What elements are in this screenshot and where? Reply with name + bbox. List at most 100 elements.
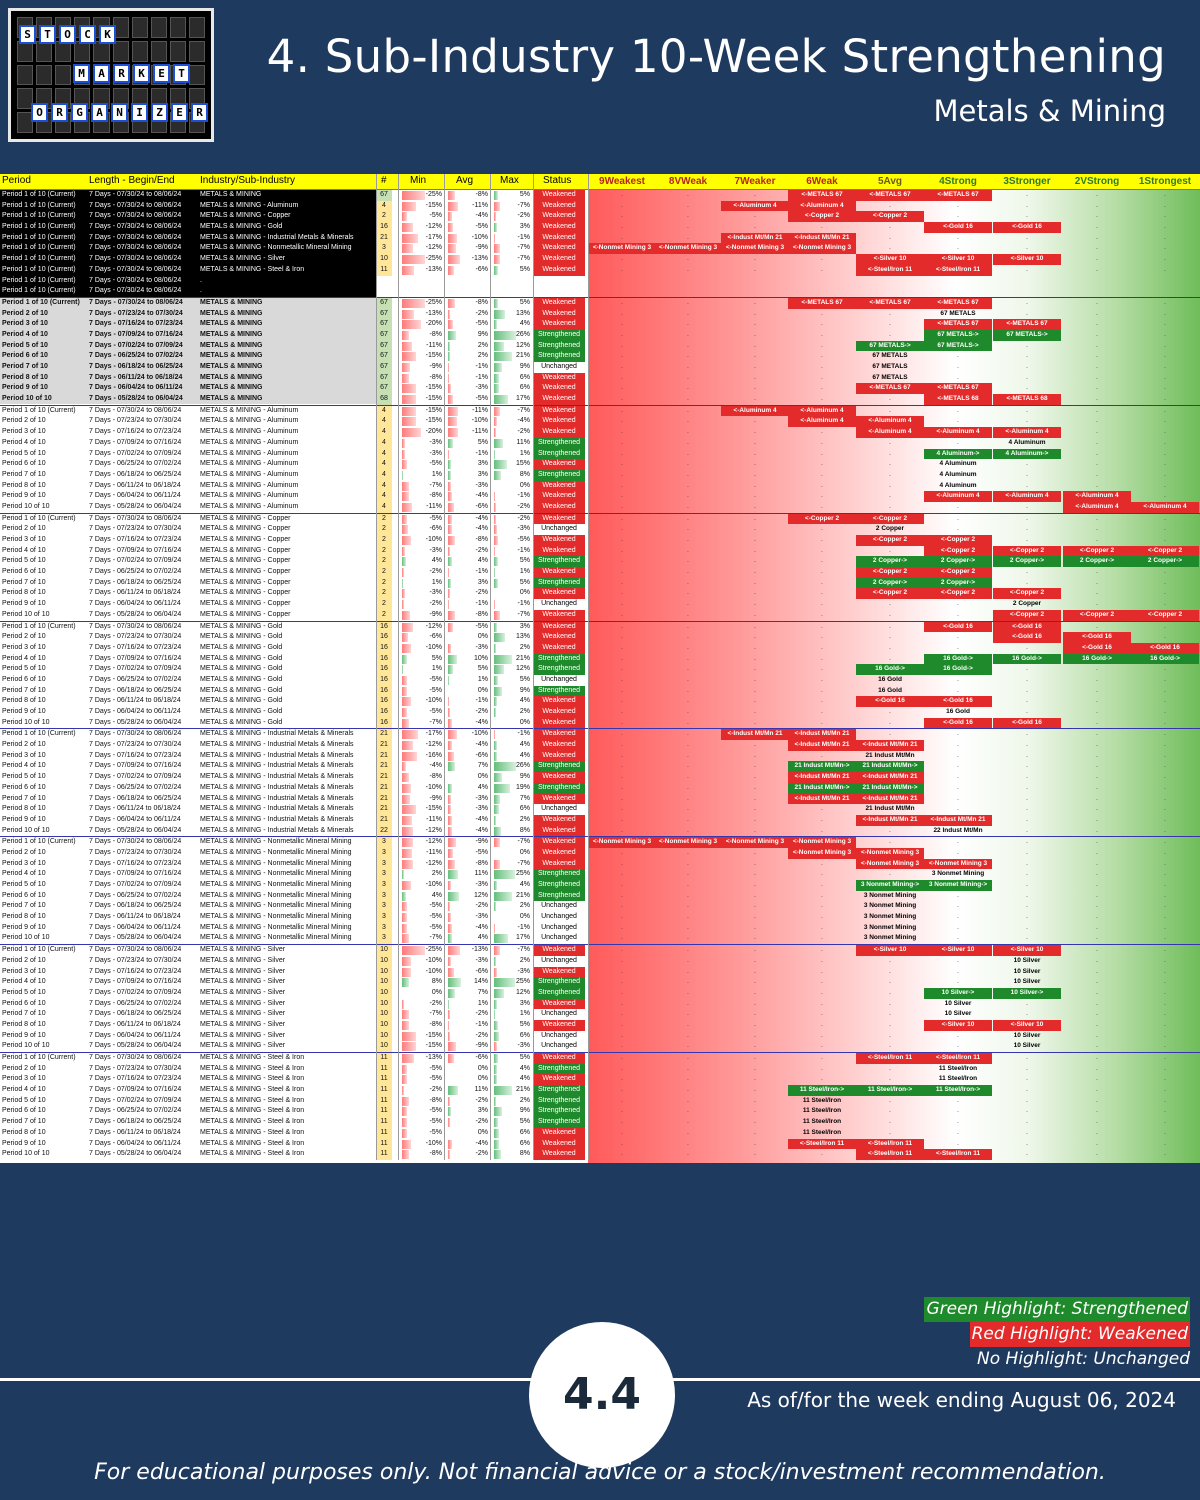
empty-cell-marker: .	[889, 438, 891, 446]
logo-cell	[17, 88, 34, 110]
max-cell: 0%	[519, 589, 530, 597]
grade-rung: 11 Steel/Iron	[938, 1075, 978, 1083]
grade-rung: <-Indust Mt/Mn 21	[721, 232, 789, 244]
empty-cell-marker: .	[1164, 481, 1166, 489]
min-cell: -25%	[425, 946, 442, 954]
empty-cell-marker: .	[754, 633, 756, 641]
grade-rung: <-Nonmet Mining 3	[588, 243, 656, 255]
length-cell: 7 Days - 07/23/24 to 07/30/24	[89, 848, 182, 856]
max-cell: -1%	[517, 730, 530, 738]
empty-cell-marker: .	[621, 536, 623, 543]
disclaimer: For educational purposes only. Not finan…	[94, 1460, 1106, 1485]
grade-rung: 21 Indust Mt/Mn	[865, 805, 915, 813]
grade-rung: 4 Aluminum->	[924, 448, 992, 460]
max-cell: 15%	[515, 460, 530, 468]
min-cell: -9%	[429, 794, 442, 802]
empty-cell-marker: .	[1026, 805, 1028, 813]
table-row: Period 10 of 10 7 Days - 05/28/24 to 06/0…	[0, 394, 1200, 405]
empty-cell-marker: .	[754, 330, 756, 338]
count-cell: 11	[376, 264, 392, 276]
data-bar	[402, 923, 407, 933]
empty-cell-marker: .	[687, 988, 689, 996]
empty-cell-marker: .	[889, 481, 891, 489]
avg-cell: 0%	[477, 686, 488, 694]
industry-cell: METALS & MINING - Copper	[200, 546, 291, 554]
period-cell: Period 1 of 10 (Current)	[2, 622, 76, 630]
length-cell: 7 Days - 06/11/24 to 06/18/24	[89, 589, 181, 597]
count-cell: 11	[376, 1095, 392, 1107]
avg-cell: -13%	[471, 946, 488, 954]
empty-cell-marker: .	[1026, 902, 1028, 910]
empty-cell-marker: .	[1096, 536, 1098, 543]
grade-rung: <-Copper 2	[1131, 545, 1199, 557]
data-bar	[402, 718, 409, 728]
empty-cell-marker: .	[687, 460, 689, 468]
count-cell: 4	[376, 480, 392, 492]
min-cell: 4%	[431, 557, 442, 565]
max-cell: 6%	[519, 384, 530, 392]
empty-cell-marker: .	[754, 870, 756, 878]
avg-cell: -10%	[471, 730, 488, 738]
grade-rung: <-Aluminum 4	[1131, 501, 1199, 513]
period-cell: Period 2 of 10	[2, 956, 46, 964]
avg-cell: -8%	[475, 536, 488, 543]
empty-cell-marker: .	[621, 1010, 623, 1018]
data-bar	[448, 578, 451, 588]
industry-cell: METALS & MINING - Copper	[200, 600, 291, 608]
count-cell: 2	[376, 567, 392, 578]
data-bar	[448, 610, 456, 620]
empty-cell-marker: .	[1026, 341, 1028, 349]
empty-cell-marker: .	[687, 265, 689, 273]
empty-cell-marker: .	[1026, 1118, 1028, 1126]
period-cell: Period 9 of 10	[2, 923, 46, 931]
industry-cell: METALS & MINING - Aluminum	[200, 406, 299, 414]
empty-cell-marker: .	[1026, 1064, 1028, 1072]
empty-cell-marker: .	[1164, 1086, 1166, 1094]
status-badge: Unchanged	[533, 524, 585, 535]
empty-cell-marker: .	[821, 686, 823, 694]
count-cell: 22	[376, 825, 392, 837]
industry-cell: METALS & MINING - Steel & Iron	[200, 1139, 305, 1147]
grade-rung: <-METALS 67	[856, 383, 924, 395]
period-cell: Period 3 of 10	[2, 859, 46, 867]
data-bar	[402, 762, 406, 772]
length-cell: 7 Days - 07/30/24 to 08/06/24	[89, 838, 182, 846]
table-row: Period 9 of 10 7 Days - 06/04/24 to 06/11…	[0, 1030, 1200, 1042]
industry-cell: METALS & MINING - Gold	[200, 643, 283, 651]
period-cell: Period 3 of 10	[2, 320, 48, 328]
empty-cell-marker: .	[621, 373, 623, 381]
grade-rung: <-Gold 16	[993, 632, 1061, 643]
max-cell: 2%	[519, 643, 530, 651]
length-cell: 7 Days - 06/04/24 to 06/11/24	[89, 384, 183, 392]
empty-cell-marker: .	[1096, 363, 1098, 370]
empty-cell-marker: .	[1164, 233, 1166, 241]
empty-cell-marker: .	[687, 470, 689, 478]
header-grade-5: 5Avg	[877, 176, 903, 187]
data-bar	[494, 460, 507, 470]
empty-cell-marker: .	[687, 514, 689, 522]
empty-cell-marker: .	[1096, 622, 1098, 630]
industry-cell: METALS & MINING - Steel & Iron	[200, 1118, 305, 1126]
data-bar	[448, 826, 452, 836]
empty-cell-marker: .	[1164, 1031, 1166, 1039]
table-row: Period 9 of 10 7 Days - 06/04/24 to 06/11…	[0, 707, 1200, 718]
empty-cell-marker: .	[1096, 201, 1098, 209]
empty-cell-marker: .	[754, 610, 756, 618]
min-cell: -20%	[425, 428, 442, 436]
grade-rung: <-Nonmet Mining 3	[588, 837, 656, 848]
data-bar	[402, 1128, 407, 1138]
max-cell: 0%	[519, 848, 530, 856]
table-row: Period 1 of 10 (Current) 7 Days - 07/30/2…	[0, 232, 1200, 244]
empty-cell-marker: .	[621, 384, 623, 392]
count-cell: 2	[376, 513, 392, 525]
grade-rung: <-METALS 67	[788, 297, 856, 309]
empty-cell-marker: .	[687, 622, 689, 630]
empty-cell-marker: .	[1096, 568, 1098, 576]
empty-cell-marker: .	[754, 460, 756, 468]
empty-cell-marker: .	[621, 1128, 623, 1136]
empty-cell-marker: .	[957, 406, 959, 414]
empty-cell-marker: .	[687, 923, 689, 931]
min-cell: -8%	[429, 1096, 442, 1104]
count-cell: 67	[376, 372, 392, 384]
